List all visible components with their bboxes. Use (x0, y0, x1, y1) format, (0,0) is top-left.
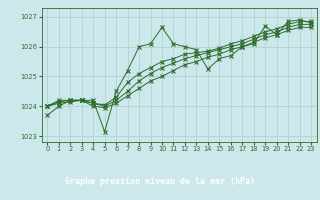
Text: Graphe pression niveau de la mer (hPa): Graphe pression niveau de la mer (hPa) (65, 178, 255, 186)
